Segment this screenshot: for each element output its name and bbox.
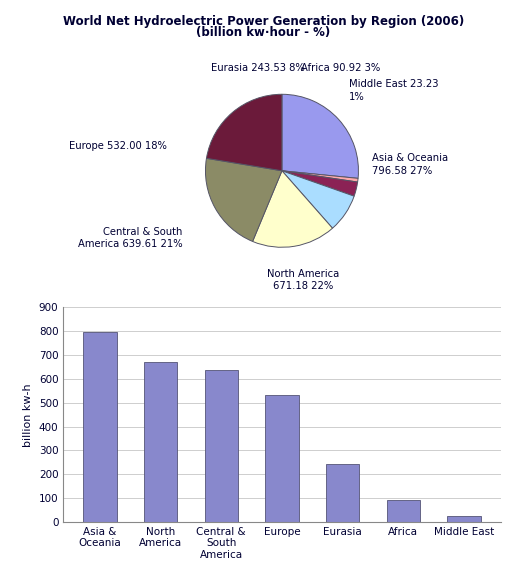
Wedge shape [282, 171, 354, 228]
Text: North America
671.18 22%: North America 671.18 22% [267, 269, 339, 291]
Bar [83, 332, 116, 522]
Text: World Net Hydroelectric Power Generation by Region (2006): World Net Hydroelectric Power Generation… [63, 14, 464, 27]
Wedge shape [282, 171, 358, 196]
Text: (billion kw·hour - %): (billion kw·hour - %) [197, 26, 330, 39]
Y-axis label: billion kw-h: billion kw-h [23, 383, 33, 447]
Wedge shape [207, 95, 282, 171]
Bar [265, 395, 299, 522]
Text: Central & South
America 639.61 21%: Central & South America 639.61 21% [78, 227, 182, 249]
Wedge shape [252, 171, 333, 247]
Bar [144, 362, 177, 522]
Text: Eurasia 243.53 8%: Eurasia 243.53 8% [211, 63, 304, 73]
Text: Asia & Oceania
796.58 27%: Asia & Oceania 796.58 27% [372, 154, 448, 176]
Wedge shape [282, 95, 358, 179]
Bar [387, 501, 420, 522]
Text: Middle East 23.23
1%: Middle East 23.23 1% [349, 79, 439, 102]
Wedge shape [282, 171, 358, 182]
Bar [326, 464, 359, 522]
Bar [447, 516, 481, 522]
Text: Africa 90.92 3%: Africa 90.92 3% [301, 63, 380, 73]
Text: Europe 532.00 18%: Europe 532.00 18% [70, 142, 167, 151]
Bar [204, 369, 238, 522]
Wedge shape [206, 158, 282, 241]
